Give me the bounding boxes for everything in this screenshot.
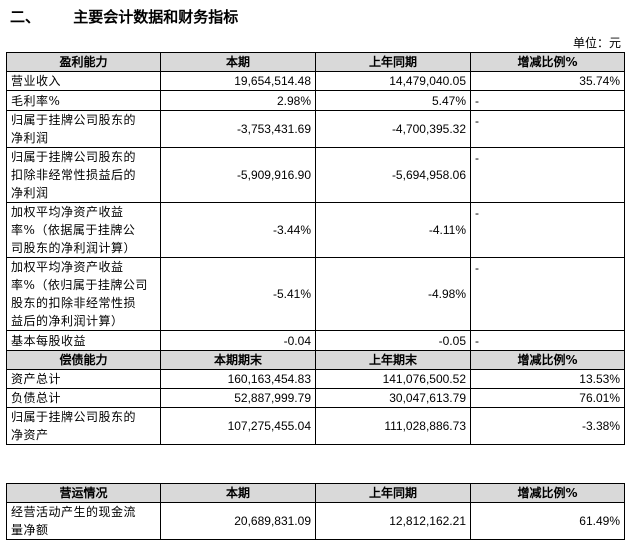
column-header: 营运情况 [6, 483, 161, 503]
column-header: 本期 [160, 52, 316, 72]
previous-value: 111,028,886.73 [315, 407, 471, 445]
row-label-line: 归属于挂牌公司股东的 [11, 410, 137, 424]
previous-value: -4.98% [315, 257, 471, 331]
row-label: 归属于挂牌公司股东的 扣除非经常性损益后的 净利润 [6, 147, 161, 203]
profit-header-row: 盈利能力 本期 上年同期 增减比例% [6, 52, 625, 72]
previous-value: 12,812,162.21 [315, 502, 471, 540]
row-label-line: 股东的扣除非经常性损 [11, 296, 137, 310]
previous-value: -0.05 [315, 330, 471, 351]
current-value: 2.98% [160, 90, 316, 111]
row-label: 营业收入 [6, 71, 161, 91]
column-header: 上年期末 [315, 350, 471, 370]
row-label-line: 加权平均净资产收益 [11, 205, 124, 219]
row-label: 归属于挂牌公司股东的 净利润 [6, 110, 161, 148]
previous-value: 30,047,613.79 [315, 388, 471, 408]
table-row: 负债总计 52,887,999.79 30,047,613.79 76.01% [6, 388, 625, 408]
previous-value: 14,479,040.05 [315, 71, 471, 91]
row-label-line: 加权平均净资产收益 [11, 260, 124, 274]
financial-table: 盈利能力 本期 上年同期 增减比例% 营业收入 19,654,514.48 14,479,0… [6, 52, 625, 445]
column-header: 偿债能力 [6, 350, 161, 370]
row-label-line: 司股东的净利润计算） [11, 241, 137, 255]
table-row: 基本每股收益 -0.04 -0.05- [6, 330, 625, 351]
change-ratio: -3.38% [470, 407, 625, 445]
table-row: 营业收入 19,654,514.48 14,479,040.05 35.74% [6, 71, 625, 91]
column-header: 盈利能力 [6, 52, 161, 72]
change-ratio: - [470, 330, 625, 351]
previous-value: 141,076,500.52 [315, 369, 471, 389]
operation-header-row: 营运情况 本期 上年同期 增减比例% [6, 483, 625, 503]
row-label-line: 资产总计 [11, 372, 62, 386]
row-label: 资产总计 [6, 369, 161, 389]
row-label-line: 归属于挂牌公司股东的 [11, 150, 137, 164]
column-header: 增减比例% [470, 483, 625, 503]
previous-value: -4.11% [315, 202, 471, 258]
row-label-line: 经营活动产生的现金流 [11, 505, 137, 519]
change-ratio: - [470, 110, 625, 148]
table-row: 归属于挂牌公司股东的 净资产 107,275,455.04 111,028,886.7… [6, 407, 625, 445]
table-row: 资产总计 160,163,454.83 141,076,500.52 13.53% [6, 369, 625, 389]
current-value: -5.41% [160, 257, 316, 331]
row-label-line: 率%（依据属于挂牌公 [11, 223, 136, 237]
operation-table: 营运情况 本期 上年同期 增减比例% 经营活动产生的现金流 量净额 20,689,831.0… [6, 483, 625, 540]
table-row: 毛利率% 2.98% 5.47% - [6, 90, 625, 111]
section-title: 主要会计数据和财务指标 [73, 8, 239, 26]
change-ratio: 13.53% [470, 369, 625, 389]
previous-value: -4,700,395.32 [315, 110, 471, 148]
change-ratio: - [470, 90, 625, 111]
row-label-line: 净利润 [11, 186, 49, 200]
column-header: 本期 [160, 483, 316, 503]
table-row: 经营活动产生的现金流 量净额 20,689,831.09 12,812,162.21 6… [6, 502, 625, 540]
previous-value: -5,694,958.06 [315, 147, 471, 203]
row-label: 经营活动产生的现金流 量净额 [6, 502, 161, 540]
change-ratio: 61.49% [470, 502, 625, 540]
change-ratio: 35.74% [470, 71, 625, 91]
row-label-line: 归属于挂牌公司股东的 [11, 113, 137, 127]
previous-value: 5.47% [315, 90, 471, 111]
current-value: -3.44% [160, 202, 316, 258]
column-header: 上年同期 [315, 52, 471, 72]
row-label: 加权平均净资产收益率%（依归属于挂牌公司 股东的扣除非经常性损 益后的净利润计算） [6, 257, 161, 331]
current-value: 52,887,999.79 [160, 388, 316, 408]
row-label-line: 率%（依归属于挂牌公司 [11, 278, 148, 292]
current-value: 19,654,514.48 [160, 71, 316, 91]
change-ratio: - [470, 202, 625, 258]
row-label-line: 扣除非经常性损益后的 [11, 168, 137, 182]
column-header: 本期期末 [160, 350, 316, 370]
row-label-line: 净资产 [11, 428, 49, 442]
change-ratio: 76.01% [470, 388, 625, 408]
row-label-line: 基本每股收益 [11, 333, 87, 348]
row-label-line: 净利润 [11, 131, 49, 145]
change-ratio: - [470, 257, 625, 331]
column-header: 上年同期 [315, 483, 471, 503]
row-label-line: 负债总计 [11, 391, 62, 405]
row-label: 归属于挂牌公司股东的 净资产 [6, 407, 161, 445]
current-value: -3,753,431.69 [160, 110, 316, 148]
row-label-line: 量净额 [11, 523, 49, 537]
unit-label: 单位：元 [572, 36, 621, 50]
row-label-line: 营业收入 [11, 74, 62, 88]
row-label: 负债总计 [6, 388, 161, 408]
current-value: 20,689,831.09 [160, 502, 316, 540]
row-label: 加权平均净资产收益 率%（依据属于挂牌公 司股东的净利润计算） [6, 202, 161, 258]
table-row: 加权平均净资产收益 率%（依归属于挂牌公司 股东的扣除非经常性损 益后的净利润计算） -… [6, 257, 625, 331]
current-value: 107,275,455.04 [160, 407, 316, 445]
row-label-line: 益后的净利润计算） [11, 314, 124, 328]
column-header: 增减比例% [470, 350, 625, 370]
solvency-header-row: 偿债能力 本期期末 上年期末 增减比例% [6, 350, 625, 370]
row-label: 毛利率% [6, 90, 161, 111]
table-row: 归属于挂牌公司股东的 扣除非经常性损益后的 净利润 -5,909,916.90 -5,6… [6, 147, 625, 203]
row-label: 基本每股收益 [6, 330, 161, 351]
current-value: -0.04 [160, 330, 316, 351]
change-ratio: - [470, 147, 625, 203]
table-row: 加权平均净资产收益 率%（依据属于挂牌公 司股东的净利润计算） -3.44% -4.11… [6, 202, 625, 258]
column-header: 增减比例% [470, 52, 625, 72]
current-value: 160,163,454.83 [160, 369, 316, 389]
table-row: 归属于挂牌公司股东的 净利润 -3,753,431.69 -4,700,395.32- [6, 110, 625, 148]
section-heading: 二、 主要会计数据和财务指标 [10, 6, 238, 27]
section-number: 二、 [10, 8, 41, 26]
current-value: -5,909,916.90 [160, 147, 316, 203]
row-label-line: 毛利率% [11, 93, 61, 108]
